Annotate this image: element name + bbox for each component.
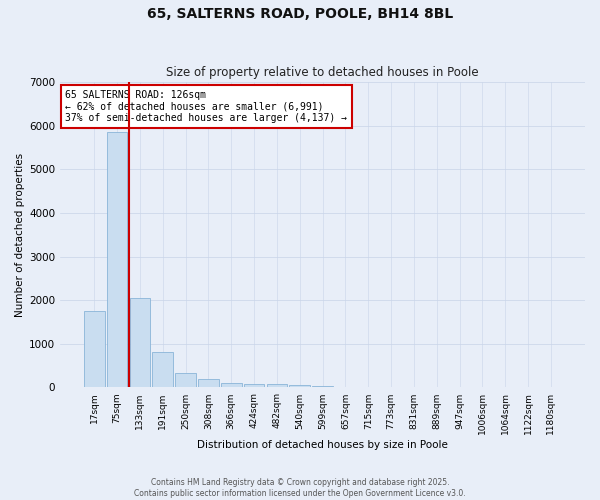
Bar bbox=[152, 352, 173, 388]
Bar bbox=[244, 384, 265, 388]
Bar bbox=[175, 372, 196, 388]
Bar bbox=[221, 383, 242, 388]
Bar bbox=[313, 386, 333, 388]
Bar bbox=[266, 384, 287, 388]
Bar bbox=[107, 132, 127, 388]
Bar bbox=[289, 385, 310, 388]
Bar bbox=[84, 311, 104, 388]
Text: Contains HM Land Registry data © Crown copyright and database right 2025.
Contai: Contains HM Land Registry data © Crown c… bbox=[134, 478, 466, 498]
Y-axis label: Number of detached properties: Number of detached properties bbox=[15, 152, 25, 317]
Text: 65 SALTERNS ROAD: 126sqm
← 62% of detached houses are smaller (6,991)
37% of sem: 65 SALTERNS ROAD: 126sqm ← 62% of detach… bbox=[65, 90, 347, 123]
Bar bbox=[198, 380, 219, 388]
Text: 65, SALTERNS ROAD, POOLE, BH14 8BL: 65, SALTERNS ROAD, POOLE, BH14 8BL bbox=[147, 8, 453, 22]
X-axis label: Distribution of detached houses by size in Poole: Distribution of detached houses by size … bbox=[197, 440, 448, 450]
Title: Size of property relative to detached houses in Poole: Size of property relative to detached ho… bbox=[166, 66, 479, 80]
Bar bbox=[130, 298, 150, 388]
